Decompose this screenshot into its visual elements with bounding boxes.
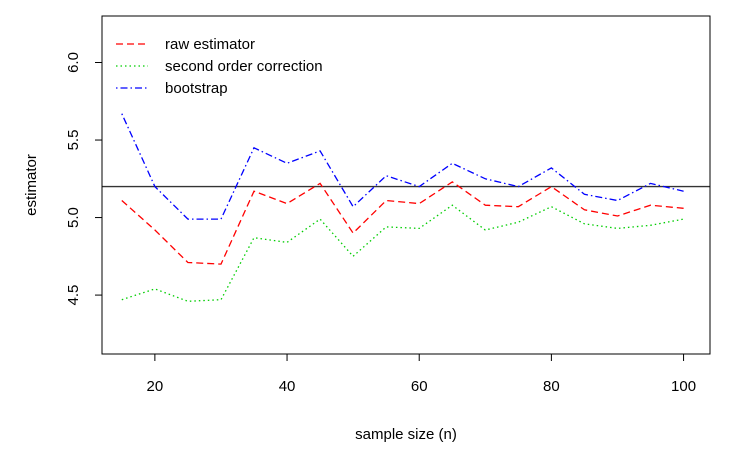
y-tick-label: 4.5: [65, 285, 82, 306]
plot-frame: [101, 15, 711, 355]
x-axis-label: sample size (n): [355, 426, 457, 443]
legend: raw estimator second order correction boot…: [116, 36, 323, 97]
series-line-2: [121, 113, 684, 220]
x-tick-label: 60: [411, 378, 428, 395]
legend-label-2: bootstrap: [165, 80, 228, 97]
y-tick-label: 5.0: [65, 207, 82, 228]
legend-label-0: raw estimator: [165, 36, 255, 53]
series-line-0: [121, 181, 684, 265]
x-tick-label: 80: [543, 378, 560, 395]
y-tick-label: 5.5: [65, 130, 82, 151]
y-tick-label: 6.0: [65, 52, 82, 73]
x-tick-label: 20: [147, 378, 164, 395]
y-axis-label: estimator: [23, 154, 40, 216]
x-tick-label: 40: [279, 378, 296, 395]
series-line-1: [121, 204, 684, 302]
x-tick-label: 100: [671, 378, 696, 395]
legend-label-1: second order correction: [165, 58, 323, 75]
